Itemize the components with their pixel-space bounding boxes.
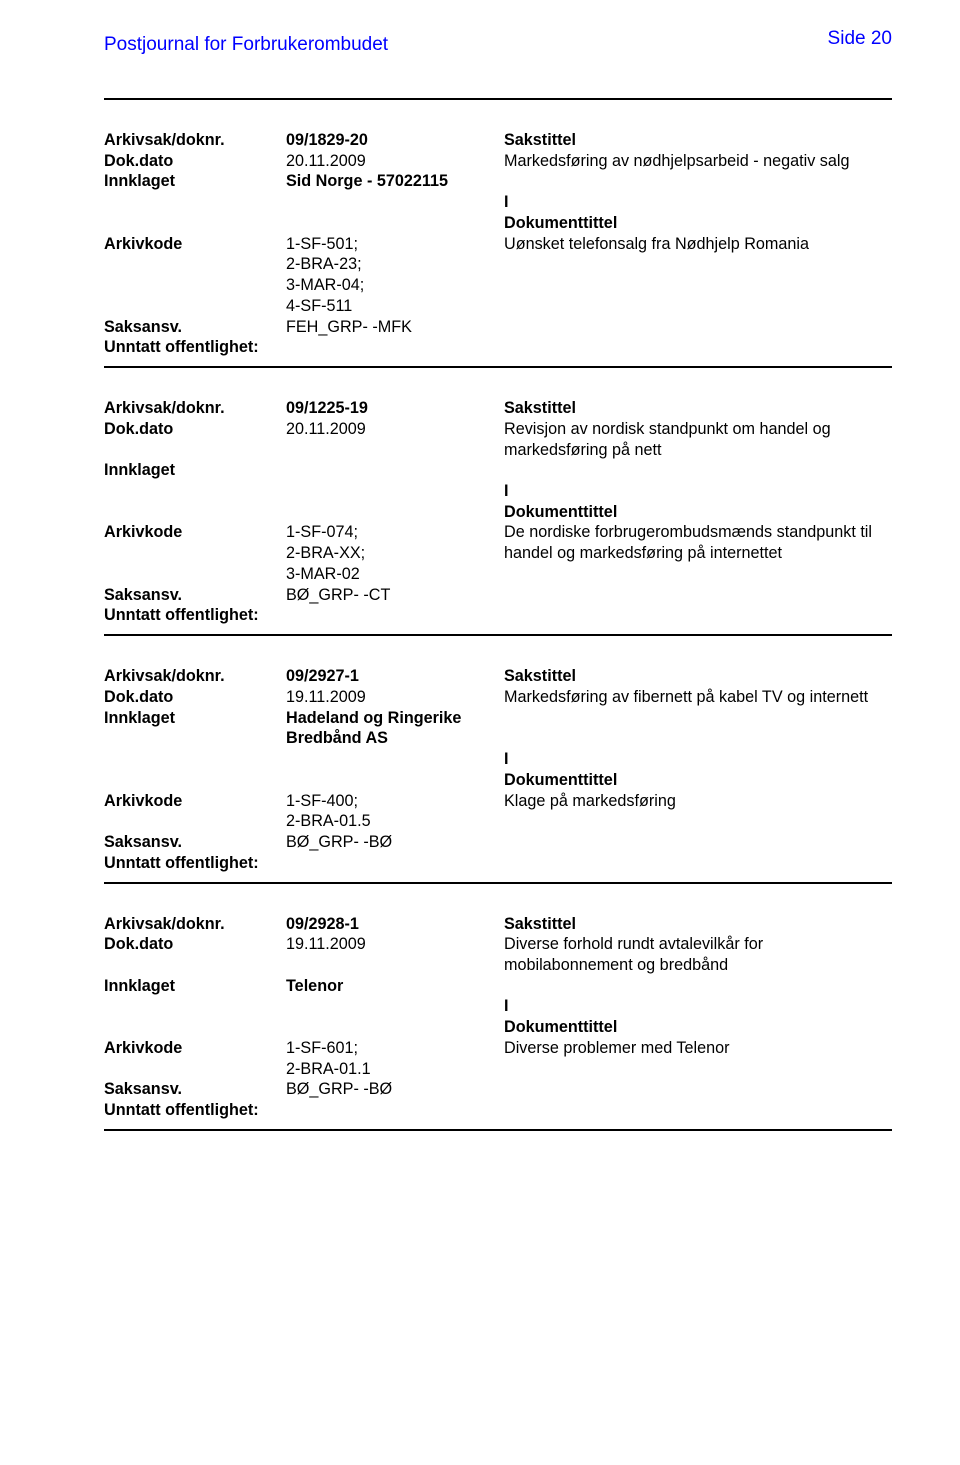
- io-value: I: [504, 192, 892, 213]
- innklaget-label: Innklaget: [104, 708, 286, 729]
- dokdato-value: 20.11.2009: [286, 151, 504, 172]
- arkivkode-label: Arkivkode: [104, 522, 286, 543]
- unntatt-label: Unntatt offentlighet:: [104, 1100, 286, 1121]
- sakstittel-label: Sakstittel: [504, 398, 892, 419]
- arkivkode-label: Arkivkode: [104, 234, 286, 255]
- dokdato-value: 20.11.2009: [286, 419, 504, 440]
- dokumenttittel-label: Dokumenttittel: [504, 1017, 892, 1038]
- unntatt-label: Unntatt offentlighet:: [104, 853, 286, 874]
- header-divider: [104, 98, 892, 100]
- dokdato-value: 19.11.2009: [286, 934, 504, 955]
- arkivsak-label: Arkivsak/doknr.: [104, 666, 286, 687]
- arkivkode-label: Arkivkode: [104, 1038, 286, 1059]
- innklaget-label: Innklaget: [104, 976, 286, 997]
- doktittel-value: Diverse problemer med Telenor: [504, 1038, 892, 1059]
- saksansv-value: BØ_GRP- -BØ: [286, 1079, 504, 1100]
- page-header: Postjournal for Forbrukerombudet Side 20: [104, 34, 892, 56]
- sakstittel-label: Sakstittel: [504, 130, 892, 151]
- header-title: Postjournal for Forbrukerombudet: [104, 34, 388, 56]
- arkivkode-value: 1-SF-601; 2-BRA-01.1: [286, 1038, 504, 1079]
- page-number: Side 20: [828, 28, 892, 50]
- doktittel-value: Klage på markedsføring: [504, 791, 892, 812]
- arkivsak-label: Arkivsak/doknr.: [104, 914, 286, 935]
- io-value: I: [504, 481, 892, 502]
- unntatt-label: Unntatt offentlighet:: [104, 337, 286, 358]
- arkivkode-value: 1-SF-501; 2-BRA-23; 3-MAR-04; 4-SF-511: [286, 234, 504, 317]
- innklaget-value: Sid Norge - 57022115: [286, 171, 504, 192]
- saksansv-value: BØ_GRP- -CT: [286, 585, 504, 606]
- arkivkode-value: 1-SF-074; 2-BRA-XX; 3-MAR-02: [286, 522, 504, 584]
- journal-record: Arkivsak/doknr. 09/2928-1 Sakstittel Dok…: [104, 914, 892, 1131]
- sakstittel-label: Sakstittel: [504, 914, 892, 935]
- saksansv-label: Saksansv.: [104, 317, 286, 338]
- dokumenttittel-label: Dokumenttittel: [504, 502, 892, 523]
- page: Postjournal for Forbrukerombudet Side 20…: [0, 0, 960, 1465]
- arkivsak-label: Arkivsak/doknr.: [104, 130, 286, 151]
- saksansv-label: Saksansv.: [104, 1079, 286, 1100]
- sakstittel-value: Markedsføring av nødhjelpsarbeid - negat…: [504, 151, 892, 172]
- journal-record: Arkivsak/doknr. 09/2927-1 Sakstittel Dok…: [104, 666, 892, 883]
- dokumenttittel-label: Dokumenttittel: [504, 770, 892, 791]
- arkivkode-value: 1-SF-400; 2-BRA-01.5: [286, 791, 504, 832]
- sakstittel-value: Revisjon av nordisk standpunkt om handel…: [504, 419, 892, 460]
- arkivsak-value: 09/2927-1: [286, 666, 504, 687]
- innklaget-label: Innklaget: [104, 460, 286, 481]
- arkivsak-value: 09/1225-19: [286, 398, 504, 419]
- saksansv-value: FEH_GRP- -MFK: [286, 317, 504, 338]
- dokdato-label: Dok.dato: [104, 151, 286, 172]
- doktittel-value: De nordiske forbrugerombudsmænds standpu…: [504, 522, 892, 563]
- dokdato-value: 19.11.2009: [286, 687, 504, 708]
- sakstittel-label: Sakstittel: [504, 666, 892, 687]
- journal-record: Arkivsak/doknr. 09/1225-19 Sakstittel Do…: [104, 398, 892, 636]
- dokdato-label: Dok.dato: [104, 419, 286, 440]
- unntatt-label: Unntatt offentlighet:: [104, 605, 286, 626]
- arkivsak-value: 09/2928-1: [286, 914, 504, 935]
- dokdato-label: Dok.dato: [104, 687, 286, 708]
- dokumenttittel-label: Dokumenttittel: [504, 213, 892, 234]
- io-value: I: [504, 996, 892, 1017]
- saksansv-value: BØ_GRP- -BØ: [286, 832, 504, 853]
- innklaget-label: Innklaget: [104, 171, 286, 192]
- sakstittel-value: Diverse forhold rundt avtalevilkår for m…: [504, 934, 892, 975]
- arkivkode-label: Arkivkode: [104, 791, 286, 812]
- saksansv-label: Saksansv.: [104, 585, 286, 606]
- dokdato-label: Dok.dato: [104, 934, 286, 955]
- innklaget-value: Hadeland og Ringerike Bredbånd AS: [286, 708, 504, 749]
- doktittel-value: Uønsket telefonsalg fra Nødhjelp Romania: [504, 234, 892, 255]
- innklaget-value: Telenor: [286, 976, 504, 997]
- journal-record: Arkivsak/doknr. 09/1829-20 Sakstittel Do…: [104, 130, 892, 368]
- sakstittel-value: Markedsføring av fibernett på kabel TV o…: [504, 687, 892, 708]
- io-value: I: [504, 749, 892, 770]
- saksansv-label: Saksansv.: [104, 832, 286, 853]
- arkivsak-value: 09/1829-20: [286, 130, 504, 151]
- arkivsak-label: Arkivsak/doknr.: [104, 398, 286, 419]
